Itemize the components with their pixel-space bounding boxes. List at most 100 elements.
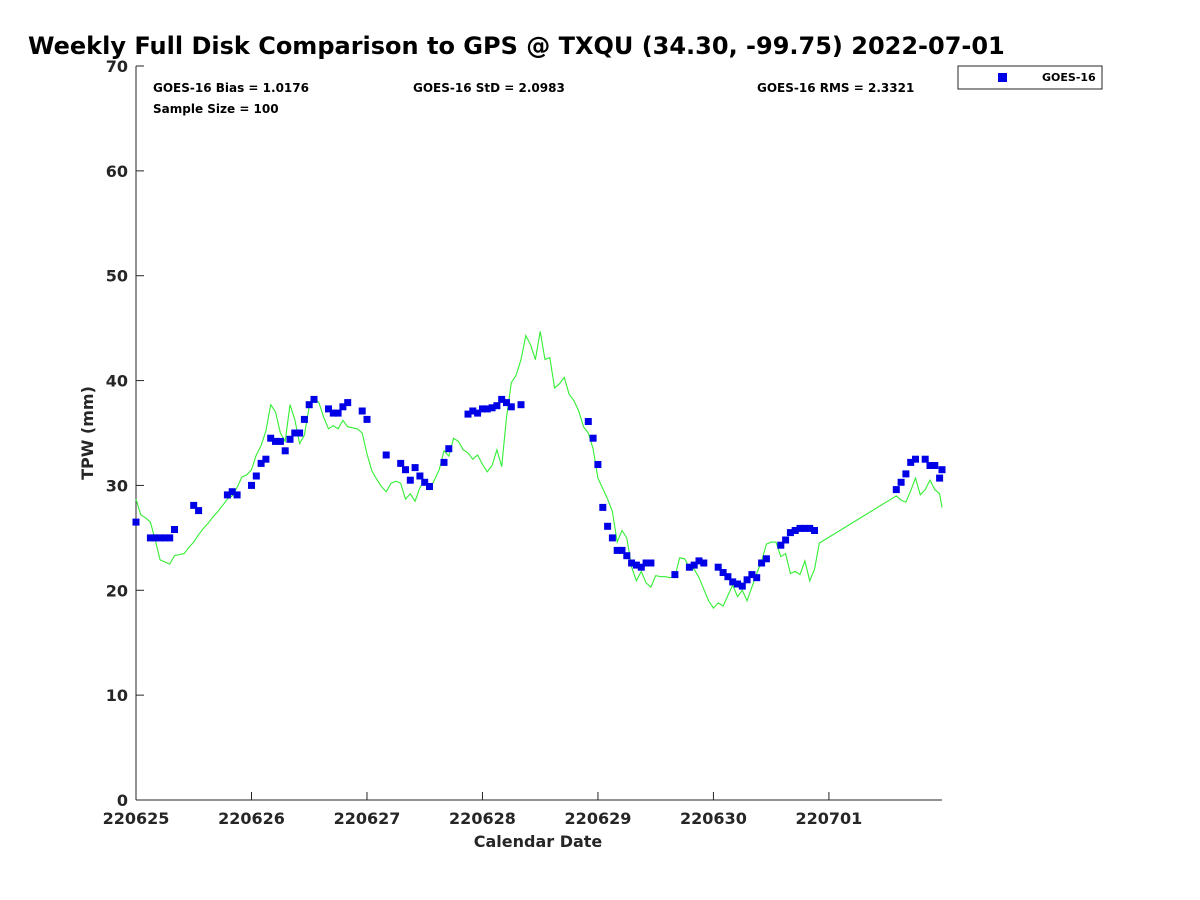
x-tick-label: 220701 xyxy=(796,809,863,828)
goes16-point xyxy=(286,435,294,443)
goes16-point xyxy=(931,462,939,469)
goes16-point xyxy=(719,569,727,576)
goes16-point xyxy=(329,409,337,417)
x-tick-label: 220630 xyxy=(680,809,747,828)
goes16-point xyxy=(156,534,164,542)
legend-box xyxy=(957,65,1103,90)
goes16-point xyxy=(637,563,645,571)
goes16-point xyxy=(608,534,616,542)
goes16-point xyxy=(248,481,255,489)
goes16-point xyxy=(493,402,501,410)
goes16-point xyxy=(257,459,265,467)
goes16-point xyxy=(743,576,751,584)
goes16-point xyxy=(647,559,655,567)
goes16-point xyxy=(402,466,409,474)
sample-size-annotation: Sample Size = 100 xyxy=(153,102,279,116)
goes16-point xyxy=(291,429,299,437)
goes16-point xyxy=(811,527,818,534)
goes16-point xyxy=(363,415,371,423)
goes16-point xyxy=(618,546,626,554)
goes16-point xyxy=(632,561,640,569)
goes16-point xyxy=(469,407,477,415)
goes16-point xyxy=(421,478,429,486)
series-layer xyxy=(132,331,946,609)
legend-marker-goes16 xyxy=(998,73,1007,82)
goes16-point xyxy=(801,524,809,532)
goes16-point xyxy=(806,524,814,532)
rms-annotation: GOES-16 RMS = 2.3321 xyxy=(757,81,914,95)
goes16-point xyxy=(912,455,919,463)
goes16-point xyxy=(272,437,279,445)
goes16-point xyxy=(276,437,284,445)
goes16-point xyxy=(685,563,693,571)
goes16-point xyxy=(777,541,785,549)
goes16-point xyxy=(233,491,241,499)
x-tick-label: 220628 xyxy=(449,809,516,828)
stats-annotations: GOES-16 Bias = 1.0176 GOES-16 StD = 2.09… xyxy=(153,81,914,116)
std-annotation: GOES-16 StD = 2.0983 xyxy=(413,81,565,95)
y-tick-label: 30 xyxy=(106,476,128,495)
goes16-point xyxy=(517,401,525,409)
goes16-point xyxy=(483,405,491,413)
y-tick-label: 70 xyxy=(106,57,128,76)
goes16-point xyxy=(325,405,332,413)
goes16-point xyxy=(262,455,270,463)
goes16-point xyxy=(296,429,304,437)
goes16-point xyxy=(642,559,650,567)
goes16-point xyxy=(623,552,631,560)
goes16-point xyxy=(507,403,515,411)
goes16-point xyxy=(426,483,433,490)
goes16-point xyxy=(902,470,910,478)
goes16-point xyxy=(599,503,607,511)
goes16-point xyxy=(416,472,424,480)
chart-title: Weekly Full Disk Comparison to GPS @ TXQ… xyxy=(28,32,1005,60)
goes16-point xyxy=(440,458,448,466)
goes16-point xyxy=(171,526,178,533)
goes16-point xyxy=(382,451,390,459)
goes16-point xyxy=(445,445,453,453)
goes16-point xyxy=(907,458,915,466)
y-tick-label: 0 xyxy=(117,791,128,810)
goes16-point xyxy=(589,434,597,442)
x-tick-label: 220625 xyxy=(103,809,170,828)
y-tick-label: 10 xyxy=(106,686,128,705)
goes16-point xyxy=(358,407,366,415)
goes16-point xyxy=(734,580,741,588)
goes16-point xyxy=(406,476,414,484)
goes16-point xyxy=(166,534,174,542)
x-tick-label: 220627 xyxy=(334,809,401,828)
goes16-point xyxy=(498,395,506,403)
x-axis-label: Calendar Date xyxy=(474,832,603,851)
y-axis-label: TPW (mm) xyxy=(78,386,97,480)
goes16-point xyxy=(305,401,313,409)
goes16-point xyxy=(892,486,900,494)
goes16-point xyxy=(252,472,260,480)
goes16-point xyxy=(724,573,732,581)
y-tick-label: 50 xyxy=(106,267,128,286)
goes16-point xyxy=(613,546,621,554)
goes16-point xyxy=(479,405,486,413)
goes16-point xyxy=(738,582,746,590)
goes16-point xyxy=(700,559,708,567)
goes16-point xyxy=(921,455,929,463)
axes-box xyxy=(136,66,942,800)
goes16-point xyxy=(628,559,636,567)
goes16-point xyxy=(503,399,510,407)
goes16-point xyxy=(897,478,905,486)
goes16-point xyxy=(132,518,140,526)
goes16-point xyxy=(936,474,944,482)
goes16-point xyxy=(397,459,405,467)
goes16-point xyxy=(281,447,289,455)
goes16-point xyxy=(334,409,342,417)
goes16-point xyxy=(690,561,698,569)
gps-line xyxy=(135,331,943,609)
goes16-point xyxy=(695,557,703,565)
x-ticks: 220625 220626 220627 220628 220629 220630 2207… xyxy=(103,792,863,828)
goes16-point xyxy=(782,536,790,544)
goes16-point xyxy=(474,409,482,417)
x-tick-label: 220626 xyxy=(218,809,285,828)
goes16-point xyxy=(190,501,198,509)
goes16-point xyxy=(594,461,602,468)
legend: GOES-16 xyxy=(957,65,1103,90)
